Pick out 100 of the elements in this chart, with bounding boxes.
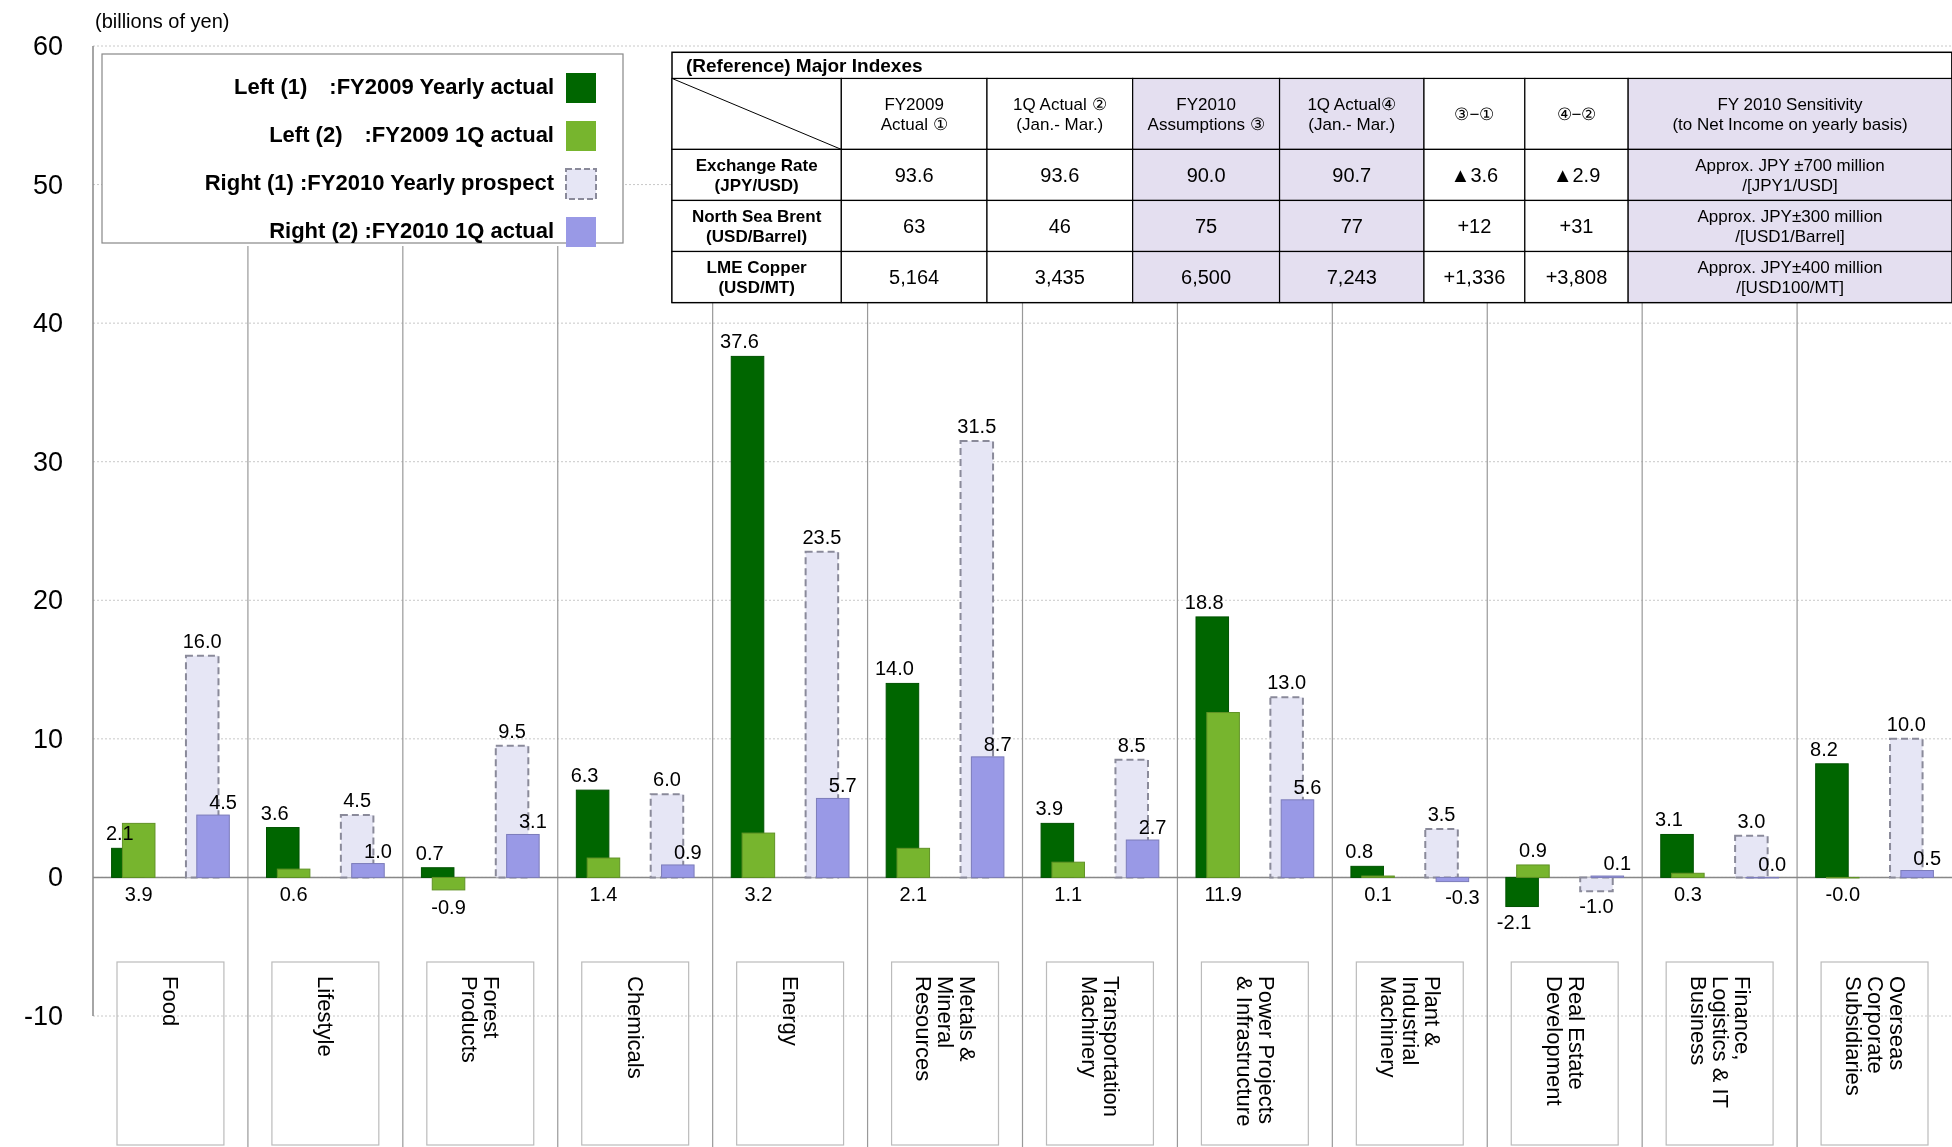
bar	[730, 355, 765, 878]
annotation: Approx. JPY ±700 million /[JPY1/USD]	[1695, 156, 1885, 195]
data-label: 3.9	[1035, 797, 1064, 820]
annotation: 1Q Actual ② (Jan.- Mar.)	[1013, 95, 1107, 134]
data-label: 0.9	[1519, 838, 1547, 861]
y-tick-label: 30	[32, 446, 63, 477]
x-tick-label: Chemicals	[623, 976, 649, 1079]
bar	[741, 832, 776, 878]
data-label: 0.0	[1758, 853, 1787, 876]
data-label: 14.0	[874, 657, 914, 680]
annotation: 5,164	[889, 266, 940, 289]
y-tick-label: 50	[32, 169, 63, 200]
annotation: 46	[1048, 214, 1071, 237]
annotation: 90.7	[1332, 163, 1372, 186]
bar	[1900, 870, 1934, 878]
annotation: LME Copper (USD/MT)	[706, 258, 808, 297]
data-label: 3.5	[1427, 802, 1456, 825]
data-label: 37.6	[720, 330, 759, 353]
data-label: 3.2	[744, 883, 773, 906]
annotation: ▲3.6	[1450, 163, 1499, 186]
annotation: 7,243	[1326, 266, 1377, 289]
data-label: -0.3	[1445, 885, 1480, 908]
legend-label: Right (2) :FY2010 1Q actual	[269, 218, 554, 243]
bar	[586, 857, 621, 878]
data-label: 3.1	[518, 810, 547, 833]
annotation: +31	[1559, 214, 1594, 237]
data-label: -2.1	[1496, 910, 1532, 933]
data-label: 0.6	[279, 883, 308, 906]
data-label: 0.7	[415, 841, 444, 864]
annotation: 77	[1340, 214, 1363, 237]
data-label: -0.9	[431, 895, 466, 918]
y-axis-title: (billions of yen)	[95, 10, 230, 32]
annotation: 63	[903, 214, 926, 237]
data-label: 6.0	[653, 768, 681, 791]
annotation: North Sea Brent (USD/Barrel)	[691, 207, 822, 246]
annotation: 6,500	[1181, 266, 1232, 289]
bar	[896, 847, 931, 878]
x-tick-label: Food	[158, 976, 184, 1027]
x-tick-label: Energy	[778, 976, 804, 1046]
bar	[506, 833, 540, 878]
x-tick-label: Finance, Logistics & IT Business	[1685, 976, 1755, 1109]
data-label: 16.0	[182, 629, 222, 652]
data-label: 0.5	[1913, 846, 1942, 869]
annotation: ③−①	[1454, 104, 1495, 124]
data-label: 3.9	[124, 883, 153, 906]
annotation: (Reference) Major Indexes	[686, 55, 923, 77]
y-tick-label: -10	[23, 1001, 63, 1031]
data-label: 4.5	[343, 789, 372, 812]
annotation: FY 2010 Sensitivity (to Net Income on yearly basis)	[1672, 95, 1908, 134]
annotation: Approx. JPY±300 million /[USD1/Barrel]	[1697, 207, 1883, 246]
bar	[1815, 763, 1849, 878]
x-tick-label: Power Projects & Infrastructure	[1231, 976, 1279, 1127]
data-label: 8.2	[1810, 737, 1838, 760]
bar	[661, 864, 695, 878]
bar	[276, 868, 311, 878]
legend-label: Left (1) :FY2009 Yearly actual	[234, 74, 554, 99]
bar	[1206, 712, 1240, 878]
x-tick-label: Overseas Corporate Subsidiaries	[1840, 976, 1910, 1096]
annotation: FY2009 Actual ①	[880, 95, 948, 134]
data-label: -1.0	[1579, 895, 1614, 918]
annotation: +3,808	[1545, 266, 1608, 289]
data-label: 3.0	[1737, 809, 1766, 832]
annotation: 93.6	[1040, 163, 1080, 186]
annotation: +12	[1457, 214, 1492, 237]
data-label: 9.5	[498, 719, 526, 742]
data-label: 13.0	[1267, 671, 1307, 694]
annotation: Approx. JPY±400 million /[USD100/MT]	[1697, 258, 1883, 297]
data-label: 1.1	[1054, 883, 1083, 906]
data-label: 2.7	[1138, 816, 1167, 839]
legend-label: Left (2) :FY2009 1Q actual	[269, 122, 554, 147]
data-label: -0.0	[1825, 883, 1861, 906]
data-label: 6.3	[570, 764, 599, 787]
data-label: 3.6	[260, 801, 289, 824]
annotation: Exchange Rate (JPY/USD)	[695, 156, 818, 195]
bar	[1660, 833, 1694, 878]
data-label: 18.8	[1184, 590, 1224, 613]
annotation: 3,435	[1034, 266, 1085, 289]
data-label: 1.4	[589, 883, 618, 906]
annotation: 93.6	[894, 163, 934, 186]
data-label: 8.7	[983, 732, 1012, 755]
annotation: 1Q Actual④ (Jan.- Mar.)	[1307, 95, 1397, 134]
data-label: 31.5	[957, 414, 997, 437]
data-label: 8.5	[1117, 733, 1146, 756]
bar	[431, 876, 466, 891]
data-label: 5.7	[828, 774, 857, 797]
legend-label: Right (1) :FY2010 Yearly prospect	[204, 170, 555, 195]
bar	[1516, 864, 1550, 878]
annotation: 90.0	[1186, 163, 1226, 186]
x-tick-label: Metals & Mineral Resources	[911, 976, 981, 1082]
annotation: ④−②	[1556, 104, 1597, 124]
bar	[815, 797, 850, 878]
y-tick-label: 40	[32, 308, 63, 339]
annotation: +1,336	[1443, 266, 1506, 289]
bar	[1280, 799, 1315, 878]
y-tick-label: 0	[47, 862, 63, 893]
data-label: 0.3	[1673, 883, 1702, 906]
data-label: 23.5	[802, 525, 842, 548]
x-tick-label: Forest Products	[457, 976, 505, 1063]
data-label: 4.5	[209, 791, 237, 814]
data-label: 0.1	[1603, 852, 1632, 875]
